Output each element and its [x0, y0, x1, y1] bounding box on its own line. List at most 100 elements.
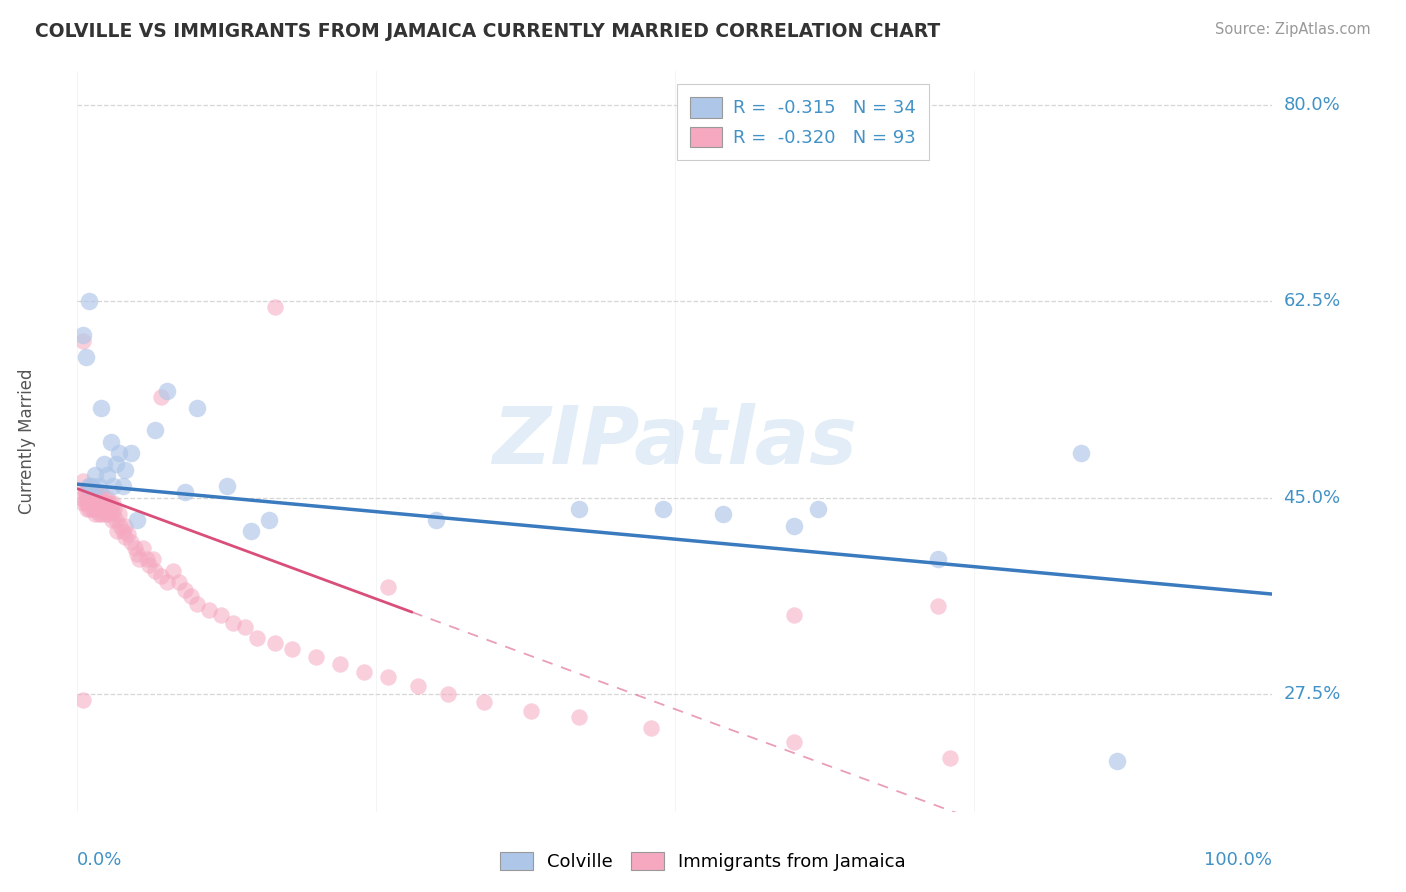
Point — [79, 485, 101, 500]
Point — [89, 491, 111, 505]
Text: Currently Married: Currently Married — [17, 368, 35, 515]
Point — [84, 496, 107, 510]
Point — [79, 501, 101, 516]
Point — [86, 501, 108, 516]
Text: 100.0%: 100.0% — [1205, 851, 1272, 869]
Point — [84, 508, 107, 522]
Text: ZIPatlas: ZIPatlas — [492, 402, 858, 481]
Point — [783, 518, 806, 533]
Point — [70, 491, 93, 505]
Point — [97, 508, 120, 522]
Point — [87, 479, 110, 493]
Point — [76, 491, 98, 505]
Point — [100, 434, 122, 449]
Point — [80, 479, 103, 493]
Point — [72, 474, 94, 488]
Point — [186, 401, 208, 415]
Point — [82, 496, 104, 510]
Point — [79, 496, 101, 510]
Point — [103, 479, 124, 493]
Point — [86, 485, 108, 500]
Point — [104, 513, 127, 527]
Point — [162, 564, 184, 578]
Point — [80, 491, 103, 505]
Point — [108, 446, 131, 460]
Point — [114, 530, 136, 544]
Point — [263, 636, 285, 650]
Point — [246, 631, 269, 645]
Point — [75, 496, 97, 510]
Point — [90, 508, 112, 522]
Point — [90, 485, 112, 500]
Point — [79, 479, 101, 493]
Point — [1070, 446, 1092, 460]
Point — [79, 485, 101, 500]
Point — [150, 390, 173, 404]
Legend: Colville, Immigrants from Jamaica: Colville, Immigrants from Jamaica — [494, 845, 912, 879]
Point — [927, 552, 949, 566]
Point — [111, 479, 134, 493]
Point — [72, 328, 94, 343]
Point — [94, 508, 117, 522]
Point — [127, 513, 149, 527]
Point — [108, 508, 131, 522]
Point — [233, 619, 256, 633]
Point — [437, 687, 460, 701]
Point — [77, 496, 100, 510]
Point — [128, 552, 150, 566]
Point — [72, 496, 94, 510]
Point — [135, 552, 157, 566]
Point — [783, 608, 806, 623]
Point — [80, 501, 103, 516]
Point — [82, 485, 104, 500]
Text: 80.0%: 80.0% — [1284, 96, 1340, 114]
Point — [239, 524, 262, 539]
Point — [93, 501, 115, 516]
Point — [84, 485, 107, 500]
Point — [281, 642, 304, 657]
Point — [124, 541, 146, 555]
Point — [156, 384, 179, 398]
Point — [329, 657, 352, 671]
Point — [75, 485, 97, 500]
Text: COLVILLE VS IMMIGRANTS FROM JAMAICA CURRENTLY MARRIED CORRELATION CHART: COLVILLE VS IMMIGRANTS FROM JAMAICA CURR… — [35, 22, 941, 41]
Point — [222, 616, 245, 631]
Point — [96, 501, 118, 516]
Point — [72, 692, 94, 706]
Point — [167, 574, 190, 589]
Point — [263, 300, 285, 314]
Point — [939, 751, 962, 765]
Point — [103, 501, 125, 516]
Point — [807, 501, 830, 516]
Point — [640, 721, 662, 735]
Point — [568, 710, 591, 724]
Point — [98, 496, 121, 510]
Point — [101, 513, 124, 527]
Point — [783, 735, 806, 749]
Point — [180, 590, 202, 604]
Point — [377, 580, 399, 594]
Point — [72, 334, 94, 348]
Point — [87, 508, 110, 522]
Point — [114, 462, 136, 476]
Point — [105, 524, 128, 539]
Point — [104, 457, 127, 471]
Text: 27.5%: 27.5% — [1284, 685, 1341, 703]
Point — [76, 501, 98, 516]
Point — [150, 569, 173, 583]
Text: 45.0%: 45.0% — [1284, 489, 1341, 507]
Point — [90, 496, 112, 510]
Legend: R =  -0.315   N = 34, R =  -0.320   N = 93: R = -0.315 N = 34, R = -0.320 N = 93 — [678, 84, 929, 160]
Point — [110, 518, 132, 533]
Point — [1107, 754, 1129, 768]
Point — [87, 496, 110, 510]
Point — [132, 541, 155, 555]
Point — [197, 603, 219, 617]
Point — [127, 547, 149, 561]
Point — [91, 496, 114, 510]
Point — [79, 479, 101, 493]
Point — [143, 423, 166, 437]
Point — [100, 501, 122, 516]
Point — [117, 526, 139, 541]
Point — [305, 649, 328, 664]
